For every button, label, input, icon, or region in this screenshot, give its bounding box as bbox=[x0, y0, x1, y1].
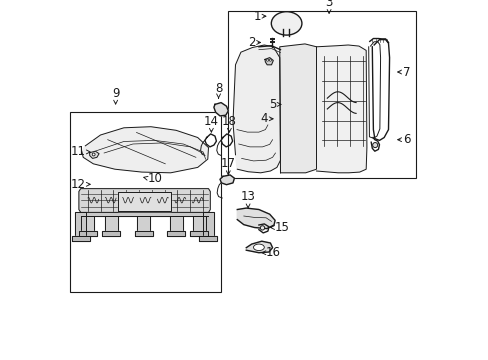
Text: 4: 4 bbox=[260, 112, 267, 125]
Polygon shape bbox=[89, 151, 99, 158]
Polygon shape bbox=[169, 216, 182, 232]
Polygon shape bbox=[137, 216, 150, 232]
Text: 14: 14 bbox=[203, 115, 219, 128]
Polygon shape bbox=[81, 127, 208, 173]
Polygon shape bbox=[190, 231, 208, 236]
Text: 10: 10 bbox=[147, 172, 162, 185]
Polygon shape bbox=[199, 236, 217, 241]
Polygon shape bbox=[102, 231, 120, 236]
Circle shape bbox=[92, 153, 95, 156]
Text: 5: 5 bbox=[269, 98, 276, 111]
Text: 18: 18 bbox=[222, 115, 236, 128]
Text: 8: 8 bbox=[214, 82, 222, 95]
Polygon shape bbox=[167, 231, 185, 236]
Polygon shape bbox=[104, 216, 118, 232]
Text: 12: 12 bbox=[71, 178, 86, 191]
Text: 6: 6 bbox=[402, 133, 409, 146]
Polygon shape bbox=[134, 231, 152, 236]
Ellipse shape bbox=[271, 12, 301, 35]
Polygon shape bbox=[264, 58, 273, 65]
Text: 17: 17 bbox=[221, 157, 235, 170]
Ellipse shape bbox=[253, 244, 264, 251]
Polygon shape bbox=[237, 208, 275, 229]
Text: 13: 13 bbox=[240, 190, 255, 203]
Polygon shape bbox=[220, 175, 234, 185]
Polygon shape bbox=[232, 45, 280, 173]
Polygon shape bbox=[81, 216, 94, 232]
Circle shape bbox=[260, 226, 264, 230]
Bar bbox=[228, 11, 415, 178]
Polygon shape bbox=[72, 236, 89, 241]
Polygon shape bbox=[79, 231, 97, 236]
Polygon shape bbox=[193, 216, 205, 232]
Text: 2: 2 bbox=[247, 36, 255, 49]
Text: 3: 3 bbox=[325, 0, 332, 9]
Circle shape bbox=[269, 59, 271, 61]
Polygon shape bbox=[316, 45, 366, 173]
Text: 11: 11 bbox=[71, 145, 86, 158]
Polygon shape bbox=[75, 212, 86, 238]
Polygon shape bbox=[213, 103, 228, 116]
Text: 16: 16 bbox=[265, 246, 281, 259]
Polygon shape bbox=[246, 241, 272, 253]
Circle shape bbox=[372, 143, 377, 148]
Polygon shape bbox=[203, 212, 213, 238]
Text: 7: 7 bbox=[402, 66, 409, 78]
Polygon shape bbox=[118, 192, 170, 211]
Text: 9: 9 bbox=[112, 87, 119, 100]
Text: 1: 1 bbox=[253, 10, 260, 23]
Bar bbox=[70, 112, 221, 292]
Polygon shape bbox=[279, 44, 316, 173]
Circle shape bbox=[266, 59, 268, 61]
Polygon shape bbox=[81, 212, 208, 216]
Text: 15: 15 bbox=[274, 221, 289, 234]
Polygon shape bbox=[79, 189, 210, 212]
